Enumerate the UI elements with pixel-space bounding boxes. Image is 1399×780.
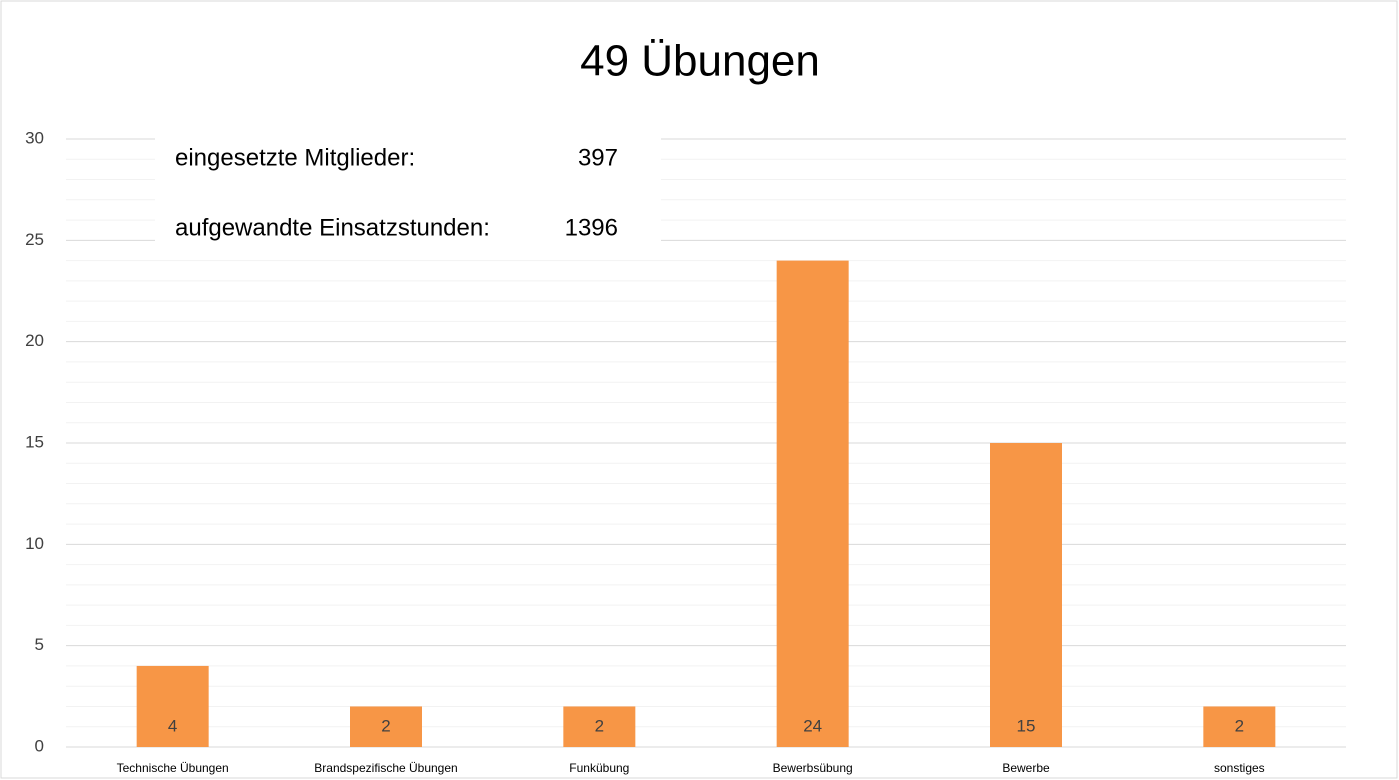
y-tick-label: 10: [25, 534, 44, 553]
x-tick-label: Technische Übungen: [117, 761, 229, 775]
annotation-value: 397: [578, 144, 618, 171]
annotation-box: [155, 128, 661, 260]
annotation-value: 1396: [565, 214, 618, 241]
value-label: 15: [1017, 716, 1036, 735]
annotation-label: aufgewandte Einsatzstunden:: [175, 214, 490, 241]
x-tick-label: Brandspezifische Übungen: [314, 761, 457, 775]
value-label: 24: [803, 716, 822, 735]
y-tick-label: 15: [25, 432, 44, 451]
value-label: 2: [381, 716, 390, 735]
y-tick-label: 25: [25, 230, 44, 249]
y-tick-label: 30: [25, 128, 44, 147]
bar: [136, 665, 209, 747]
x-tick-label: Funkübung: [569, 761, 629, 775]
bar: [350, 706, 422, 747]
bar: [776, 260, 849, 747]
value-label: 4: [168, 716, 177, 735]
bar: [1203, 706, 1276, 747]
annotation-label: eingesetzte Mitglieder:: [175, 144, 415, 171]
bar: [563, 706, 636, 747]
y-tick-label: 5: [35, 635, 44, 654]
chart-title: 49 Übungen: [580, 37, 820, 86]
y-tick-label: 0: [35, 736, 44, 755]
y-tick-label: 20: [25, 331, 44, 350]
value-label: 2: [1235, 716, 1244, 735]
x-tick-label: Bewerbsübung: [773, 761, 853, 775]
bar: [990, 443, 1062, 747]
value-label: 2: [595, 716, 604, 735]
x-tick-label: sonstiges: [1214, 761, 1265, 775]
x-tick-label: Bewerbe: [1002, 761, 1050, 775]
